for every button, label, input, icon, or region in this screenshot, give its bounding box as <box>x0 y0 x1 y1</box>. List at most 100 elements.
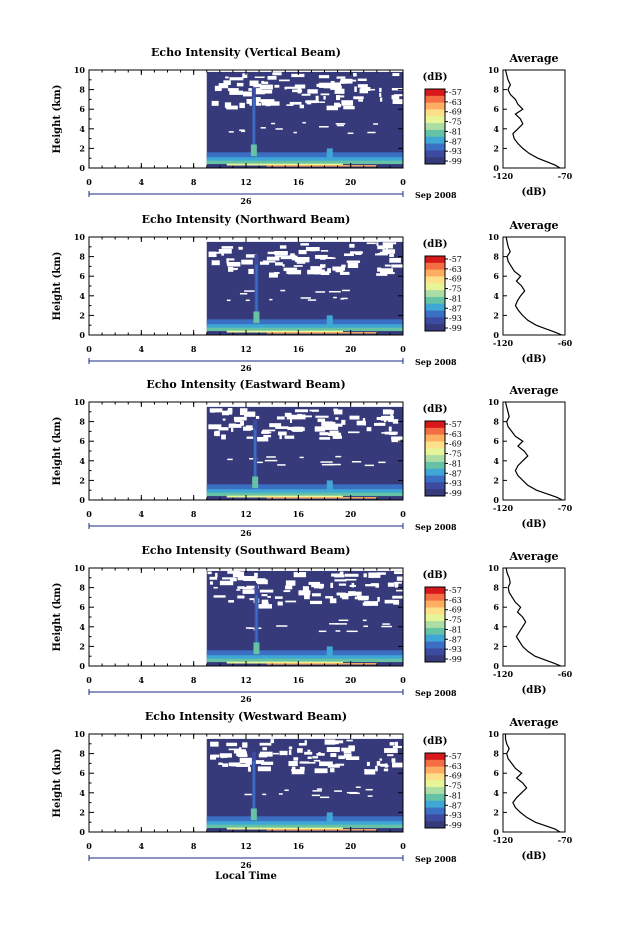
x-tick-label: 12 <box>240 841 251 851</box>
echo-gap <box>236 764 250 767</box>
echo-gap <box>226 742 238 747</box>
panel-title: Echo Intensity (Westward Beam) <box>145 710 347 723</box>
echo-gap <box>259 589 274 593</box>
echo-gap <box>233 749 246 754</box>
echo-gap <box>335 123 346 125</box>
echo-gap <box>236 751 247 757</box>
profile-y-tick-label: 8 <box>493 749 499 759</box>
echo-gap <box>343 253 354 257</box>
echo-gap <box>392 595 403 599</box>
echo-gap <box>218 248 232 254</box>
echo-gap <box>380 268 394 273</box>
profile-x-tick-label: -120 <box>493 171 513 181</box>
echo-layer <box>206 650 403 658</box>
y-tick-label: 2 <box>79 143 85 153</box>
echo-gap <box>330 582 334 589</box>
echo-gap <box>214 85 222 92</box>
echo-gap <box>323 95 326 100</box>
echo-gap <box>338 95 345 98</box>
echo-gap <box>284 435 295 439</box>
x-tick-label: 8 <box>191 841 197 851</box>
echo-gap <box>332 266 345 271</box>
echo-gap <box>297 88 302 94</box>
echo-gap <box>307 269 318 275</box>
heatmap-area <box>206 71 404 168</box>
colorbar-segment <box>425 468 445 476</box>
echo-gap <box>391 436 404 440</box>
colorbar-segment <box>425 780 445 788</box>
date-day: 26 <box>240 860 252 870</box>
echo-gap <box>285 585 293 590</box>
echo-gap <box>246 585 259 589</box>
beam-panel-4: Echo Intensity (Westward Beam)0 4 8 12 16 20 0… <box>52 710 573 870</box>
echo-gap <box>363 573 367 578</box>
echo-gap <box>394 571 406 575</box>
echo-layer <box>206 821 403 827</box>
echo-gap <box>236 82 244 87</box>
echo-gap <box>319 126 329 128</box>
profile-y-tick-label: 6 <box>493 602 499 612</box>
profile-y-tick-label: 4 <box>493 124 499 134</box>
echo-gap <box>334 579 347 582</box>
echo-gap <box>335 455 342 458</box>
echo-gap <box>312 756 319 759</box>
echo-gap <box>328 290 341 293</box>
colorbar-tick-label: -63 <box>449 762 462 771</box>
echo-gap <box>300 243 309 246</box>
profile-y-tick-label: 4 <box>493 291 499 301</box>
date-month: Sep 2008 <box>415 854 457 864</box>
echo-gap <box>388 426 392 432</box>
profile-title: Average <box>508 716 558 729</box>
echo-layer <box>226 163 343 166</box>
profile-y-tick-label: 2 <box>493 310 499 320</box>
x-tick-label: 0 <box>400 675 406 685</box>
heatmap-area <box>206 738 404 832</box>
y-tick-label: 6 <box>79 271 85 281</box>
profile-y-tick-label: 10 <box>488 563 500 573</box>
echo-gap <box>321 421 333 427</box>
echo-gap <box>319 761 333 767</box>
echo-gap <box>320 93 330 96</box>
echo-gap <box>331 82 341 88</box>
profile-x-label: (dB) <box>522 187 547 198</box>
echo-gap <box>315 95 319 101</box>
profile-y-tick-label: 2 <box>493 641 499 651</box>
colorbar-segment <box>425 310 445 318</box>
echo-layer <box>206 484 403 492</box>
x-tick-label: 16 <box>293 675 305 685</box>
echo-gap <box>329 623 339 625</box>
colorbar-segment <box>425 256 445 264</box>
echo-gap <box>210 754 217 760</box>
profile-y-tick-label: 10 <box>488 729 500 739</box>
echo-gap <box>264 753 273 756</box>
y-tick-label: 2 <box>79 475 85 485</box>
echo-gap <box>364 464 374 467</box>
echo-layer <box>206 157 403 163</box>
profile-y-tick-label: 8 <box>493 85 499 95</box>
echo-gap <box>349 243 355 248</box>
colorbar-segment <box>425 421 445 429</box>
echo-gap <box>358 99 364 102</box>
echo-gap <box>242 91 254 97</box>
echo-gap <box>244 793 254 796</box>
colorbar-segment <box>425 587 445 595</box>
profile-y-tick-label: 6 <box>493 768 499 778</box>
echo-gap <box>268 272 278 278</box>
colorbar-segment <box>425 89 445 97</box>
echo-layer <box>266 829 377 831</box>
echo-gap <box>341 264 346 268</box>
echo-gap <box>298 742 307 746</box>
colorbar-segment <box>425 793 445 802</box>
echo-gap <box>384 748 398 753</box>
x-tick-label: 4 <box>139 841 145 851</box>
echo-gap <box>330 768 335 773</box>
x-tick-label: 0 <box>400 344 406 354</box>
colorbar-unit: (dB) <box>423 72 448 83</box>
x-tick-label: 16 <box>293 344 305 354</box>
colorbar-segment <box>425 269 445 277</box>
echo-gap <box>285 580 296 586</box>
echo-gap <box>369 88 376 91</box>
colorbar-tick-label: -81 <box>449 459 462 468</box>
echo-layer <box>226 495 343 498</box>
echo-gap <box>272 72 282 76</box>
